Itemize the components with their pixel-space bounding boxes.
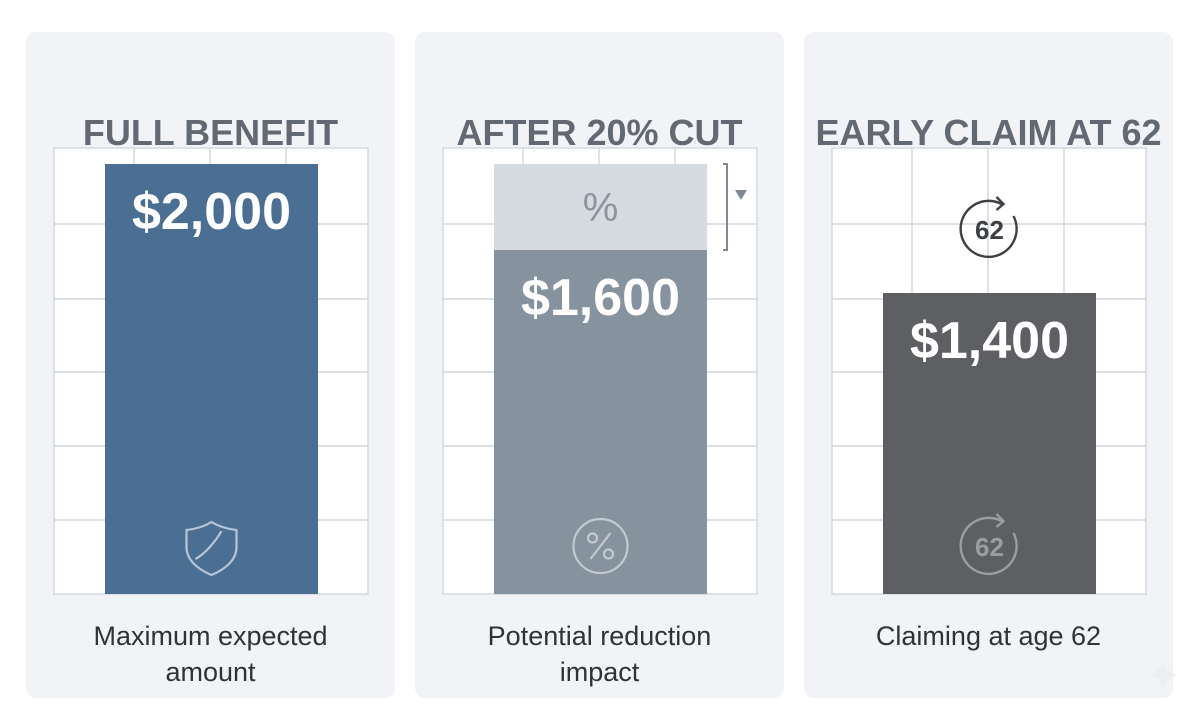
reduction-percent-symbol: % [583, 186, 619, 230]
panel-full-benefit: FULL BENEFIT $2,000 Maximum expected amo… [26, 32, 395, 698]
caption-after-cut: Potential reduction impact [487, 621, 712, 687]
shield-icon [185, 520, 238, 577]
reduction-segment [494, 164, 707, 250]
caption-early-claim: Claiming at age 62 [875, 621, 1102, 651]
age-62-badge-icon: 62 [959, 196, 1018, 259]
panel-early-claim: EARLY CLAIM AT 62 62 $1,400 62 Claiming … [804, 32, 1173, 698]
chart-early-claim: 62 $1,400 62 [831, 147, 1147, 595]
value-label-early-claim: $1,400 [910, 312, 1069, 370]
percent-icon [572, 517, 629, 575]
reduction-bracket [723, 163, 728, 251]
bar-after-cut [494, 250, 707, 594]
panel-title-after-cut: AFTER 20% CUT [456, 112, 743, 153]
value-label-full-benefit: $2,000 [132, 183, 291, 241]
age-62-badge-text: 62 [975, 215, 1004, 245]
reduction-arrow-icon [735, 190, 747, 200]
panel-after-cut: AFTER 20% CUT % $1,600 Potential reducti… [415, 32, 784, 698]
chart-full-benefit: $2,000 [53, 147, 369, 595]
value-label-after-cut: $1,600 [521, 269, 680, 327]
chart-after-cut: % $1,600 [442, 147, 758, 595]
panel-title-early-claim: EARLY CLAIM AT 62 [815, 112, 1162, 153]
panel-title-full-benefit: FULL BENEFIT [82, 112, 339, 153]
caption-full-benefit: Maximum expected amount [93, 621, 328, 687]
age-62-icon: 62 [959, 513, 1018, 576]
age-62-icon-text: 62 [975, 532, 1004, 562]
sparkle-icon [1148, 660, 1178, 690]
bar-early-claim [883, 293, 1096, 594]
